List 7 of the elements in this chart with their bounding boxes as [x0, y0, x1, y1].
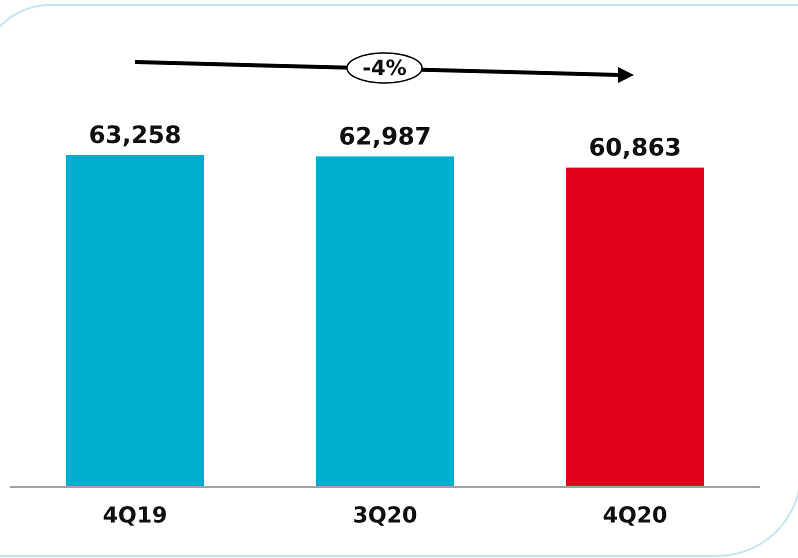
text: -4%: [362, 56, 407, 80]
data-label: 63,258: [88, 121, 182, 149]
x-tick-label: 4Q20: [602, 504, 668, 529]
x-tick-label: 4Q19: [102, 504, 168, 529]
x-tick-label: 3Q20: [352, 504, 418, 529]
data-label: 60,863: [588, 134, 682, 162]
data-label: 62,987: [338, 122, 432, 150]
